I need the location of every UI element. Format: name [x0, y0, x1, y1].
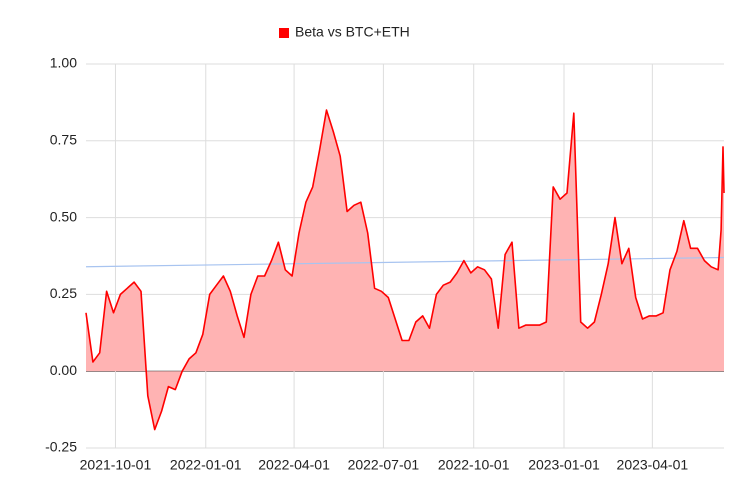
line [85, 109, 725, 431]
legend-swatch [279, 28, 289, 38]
x-tick-label: 2021-10-01 [80, 457, 152, 473]
y-tick-label: -0.25 [45, 439, 77, 455]
x-tick-label: 2023-01-01 [528, 457, 600, 473]
x-tick-label: 2023-04-01 [617, 457, 689, 473]
area [86, 110, 724, 430]
x-tick-label: 2022-10-01 [438, 457, 510, 473]
y-tick-label: 0.50 [50, 208, 77, 224]
y-tick-label: 1.00 [50, 55, 77, 71]
trendline [85, 256, 725, 268]
y-tick-label: 0.00 [50, 362, 77, 378]
legend-label: Beta vs BTC+ETH [295, 24, 410, 40]
x-tick-label: 2022-01-01 [170, 457, 242, 473]
y-tick-label: 0.75 [50, 132, 77, 148]
x-tick-label: 2022-07-01 [348, 457, 420, 473]
x-tick-label: 2022-04-01 [258, 457, 330, 473]
y-tick-label: 0.25 [50, 285, 77, 301]
